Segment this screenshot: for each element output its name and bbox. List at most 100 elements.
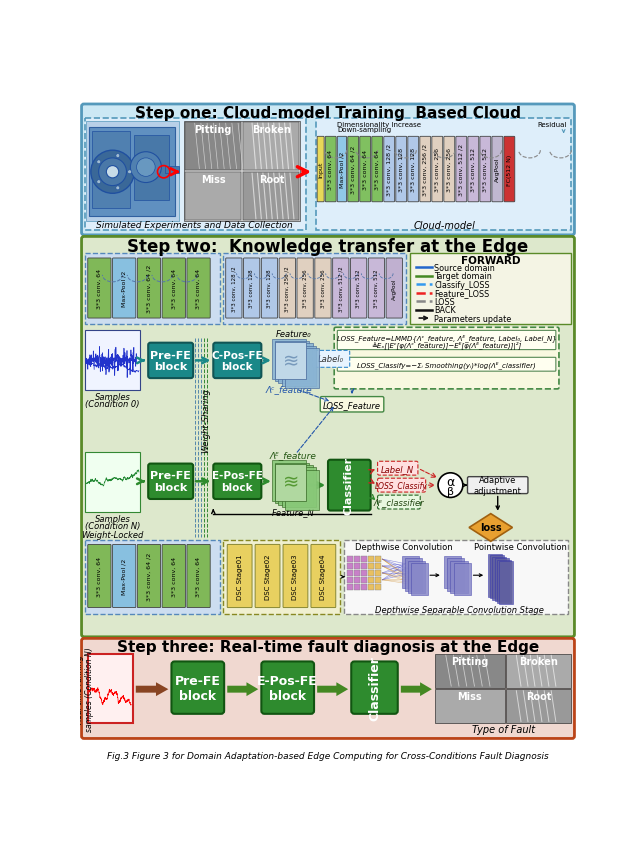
Text: 3*3 conv, 64: 3*3 conv, 64: [374, 150, 380, 190]
Bar: [243, 172, 300, 221]
Bar: [497, 561, 511, 604]
Bar: [367, 577, 374, 583]
Bar: [408, 561, 425, 593]
Text: Classifier: Classifier: [344, 456, 354, 515]
Bar: [272, 339, 307, 380]
Text: β: β: [447, 486, 454, 496]
Text: Fig.3 Figure 3 for Domain Adaptation-based Edge Computing for Cross-Conditions F: Fig.3 Figure 3 for Domain Adaptation-bas…: [107, 751, 549, 760]
Circle shape: [116, 187, 120, 190]
Text: 3*3 conv, 512: 3*3 conv, 512: [471, 148, 476, 192]
Polygon shape: [84, 328, 216, 402]
Text: E-Pos-FE
block: E-Pos-FE block: [257, 674, 318, 702]
FancyBboxPatch shape: [456, 137, 467, 202]
Text: Label₀: Label₀: [318, 355, 344, 364]
FancyBboxPatch shape: [187, 258, 210, 319]
FancyBboxPatch shape: [351, 258, 367, 319]
FancyBboxPatch shape: [213, 464, 261, 499]
Text: Max-Pool /2: Max-Pool /2: [122, 558, 127, 594]
FancyBboxPatch shape: [320, 397, 384, 412]
FancyBboxPatch shape: [148, 344, 193, 379]
FancyBboxPatch shape: [113, 545, 136, 608]
FancyBboxPatch shape: [187, 545, 210, 608]
Text: Samples: Samples: [95, 514, 131, 523]
Bar: [374, 584, 381, 590]
Bar: [353, 570, 360, 576]
Text: 3*3 conv, 64 /2: 3*3 conv, 64 /2: [147, 552, 152, 600]
Text: 3*3 conv, 128: 3*3 conv, 128: [399, 148, 404, 192]
Bar: [84, 254, 220, 325]
Bar: [451, 561, 467, 593]
FancyBboxPatch shape: [360, 137, 371, 202]
Bar: [353, 577, 360, 583]
FancyBboxPatch shape: [337, 331, 556, 350]
Bar: [490, 555, 504, 598]
FancyBboxPatch shape: [396, 137, 406, 202]
Bar: [88, 654, 132, 723]
FancyBboxPatch shape: [315, 258, 331, 319]
Bar: [367, 563, 374, 569]
Text: (Condition N): (Condition N): [85, 521, 140, 530]
Bar: [360, 563, 367, 569]
Text: 3*3 conv, 64: 3*3 conv, 64: [172, 556, 176, 597]
FancyBboxPatch shape: [172, 662, 224, 714]
Bar: [223, 540, 340, 614]
Bar: [90, 128, 175, 216]
Bar: [347, 556, 353, 562]
Text: 3*3 conv, 256: 3*3 conv, 256: [435, 148, 440, 192]
Bar: [435, 654, 505, 688]
Text: Down-sampling: Down-sampling: [337, 127, 392, 133]
Text: 3*3 conv, 256: 3*3 conv, 256: [303, 269, 308, 308]
Text: FC(512 N): FC(512 N): [507, 154, 512, 185]
Circle shape: [97, 161, 100, 164]
FancyBboxPatch shape: [162, 258, 186, 319]
Bar: [367, 584, 374, 590]
FancyBboxPatch shape: [297, 258, 313, 319]
Text: E-Pos-FE
block: E-Pos-FE block: [212, 471, 263, 492]
Text: Pitting: Pitting: [195, 125, 232, 134]
Text: LOSS: LOSS: [434, 297, 455, 307]
Bar: [444, 556, 461, 589]
Bar: [367, 570, 374, 576]
Text: 3*3 conv, 128: 3*3 conv, 128: [411, 148, 416, 192]
Circle shape: [97, 181, 100, 184]
Bar: [84, 119, 307, 231]
FancyBboxPatch shape: [467, 477, 528, 494]
Bar: [223, 254, 406, 325]
FancyBboxPatch shape: [378, 496, 420, 510]
FancyBboxPatch shape: [138, 258, 161, 319]
Circle shape: [116, 154, 120, 158]
FancyBboxPatch shape: [351, 662, 397, 714]
Text: AvgPool: AvgPool: [495, 158, 500, 182]
Text: Depthwise Separable Convolution Stage: Depthwise Separable Convolution Stage: [375, 605, 544, 614]
Text: Λᴱ_classifier: Λᴱ_classifier: [373, 498, 424, 507]
FancyBboxPatch shape: [492, 137, 503, 202]
Text: Depthwise Convolution: Depthwise Convolution: [355, 542, 452, 552]
Text: LOSS_Classify: LOSS_Classify: [375, 481, 428, 490]
Text: Type of Fault: Type of Fault: [472, 724, 534, 734]
Bar: [360, 556, 367, 562]
Text: DSC Stage04: DSC Stage04: [321, 554, 326, 599]
Text: Weight-Sharing: Weight-Sharing: [201, 387, 210, 453]
Circle shape: [136, 158, 155, 177]
FancyBboxPatch shape: [384, 137, 395, 202]
FancyBboxPatch shape: [468, 137, 479, 202]
FancyBboxPatch shape: [279, 258, 296, 319]
Text: 3*3 conv, 512 /2: 3*3 conv, 512 /2: [339, 266, 343, 312]
FancyBboxPatch shape: [444, 137, 454, 202]
Bar: [84, 453, 140, 512]
Bar: [165, 166, 179, 174]
Text: Classifier: Classifier: [368, 655, 381, 721]
Text: Miss: Miss: [458, 691, 482, 702]
Bar: [86, 121, 179, 222]
Bar: [506, 690, 572, 723]
Text: Residual: Residual: [538, 122, 566, 127]
FancyBboxPatch shape: [81, 105, 575, 236]
Text: ≋: ≋: [283, 351, 299, 370]
Text: ≜Eₓ[|Eᶜ[φ(Λᶜ_feature)]−Eᴱ[φ(Λᴱ_feature)]|²]: ≜Eₓ[|Eᶜ[φ(Λᶜ_feature)]−Eᴱ[φ(Λᴱ_feature)]…: [371, 342, 522, 350]
Text: LOSS_Classify=−Σᵢ Smoothing(yᵢ)*log(Λᴱ_classifier): LOSS_Classify=−Σᵢ Smoothing(yᵢ)*log(Λᴱ_c…: [357, 361, 536, 369]
Polygon shape: [317, 683, 348, 697]
Text: Classify_LOSS: Classify_LOSS: [434, 281, 490, 289]
Text: AvgPool: AvgPool: [392, 278, 397, 300]
FancyBboxPatch shape: [81, 639, 575, 739]
Text: Root: Root: [259, 175, 284, 184]
